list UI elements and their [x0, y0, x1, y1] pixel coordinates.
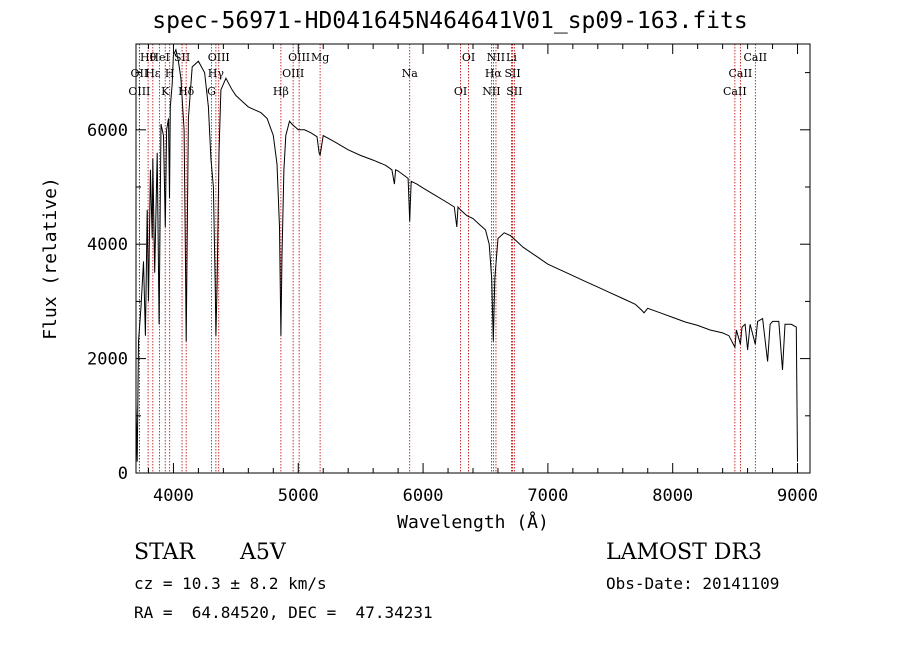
- line-label: OIII: [282, 67, 304, 80]
- object-type: STAR: [134, 540, 195, 565]
- y-tick-label: 0: [118, 464, 128, 484]
- line-label: OII: [131, 67, 149, 80]
- line-label: Mg: [311, 51, 329, 64]
- x-tick-label: 8000: [652, 486, 693, 506]
- line-label: Hγ: [208, 67, 225, 80]
- line-label: OIII: [128, 85, 150, 98]
- line-label: SII: [506, 85, 522, 98]
- spectrum-series: [135, 48, 798, 462]
- line-label: NII: [482, 85, 500, 98]
- line-label: Hε: [145, 67, 161, 80]
- y-axis-label: Flux (relative): [40, 177, 61, 340]
- line-label: Hδ: [178, 85, 195, 98]
- y-tick-label: 2000: [87, 350, 128, 370]
- line-label: Na: [402, 67, 419, 80]
- y-tick-label: 6000: [87, 121, 128, 141]
- redshift-cz: cz = 10.3 ± 8.2 km/s: [134, 574, 327, 593]
- line-label: K: [161, 85, 170, 98]
- axis-ticks-group: 4000 5000 6000 7000 8000 9000 0 2000 4000 6000: [87, 44, 818, 506]
- line-label: SII: [504, 67, 520, 80]
- x-axis-label: Wavelength (Å): [397, 511, 549, 533]
- x-tick-label: 6000: [403, 486, 444, 506]
- line-label: OI: [454, 85, 467, 98]
- line-label: CaII: [729, 67, 753, 80]
- line-label: G: [207, 85, 216, 98]
- line-markers-group: [138, 44, 756, 473]
- line-label: Hα: [485, 67, 503, 80]
- line-label: HeI: [149, 51, 169, 64]
- line-labels-group: Hθ OII OIII HeI HεK SII HHδ OIII Hγ G OIII OIII Hβ Mg…: [128, 51, 767, 98]
- line-label: OIII: [288, 51, 310, 64]
- y-tick-label: 4000: [87, 235, 128, 255]
- line-label: NII: [487, 51, 505, 64]
- line-label: Hθ: [140, 51, 157, 64]
- spectral-class: A5V: [240, 540, 286, 565]
- line-label: CaII: [743, 51, 767, 64]
- coordinates: RA = 64.84520, DEC = 47.34231: [134, 603, 433, 622]
- line-label: CaII: [723, 85, 747, 98]
- plot-frame: [135, 43, 811, 474]
- survey-name: LAMOST DR3: [606, 540, 762, 565]
- line-label: Hβ: [273, 85, 289, 98]
- line-label: OIII: [208, 51, 230, 64]
- x-tick-label: 5000: [278, 486, 319, 506]
- x-tick-label: 7000: [527, 486, 568, 506]
- line-label: Li: [506, 51, 517, 64]
- obs-date: Obs-Date: 20141109: [606, 574, 780, 593]
- x-tick-label: 9000: [777, 486, 818, 506]
- line-label: OI: [462, 51, 475, 64]
- x-tick-label: 4000: [153, 486, 194, 506]
- line-label: H: [165, 67, 175, 80]
- chart-title: spec-56971-HD041645N464641V01_sp09-163.f…: [152, 8, 748, 34]
